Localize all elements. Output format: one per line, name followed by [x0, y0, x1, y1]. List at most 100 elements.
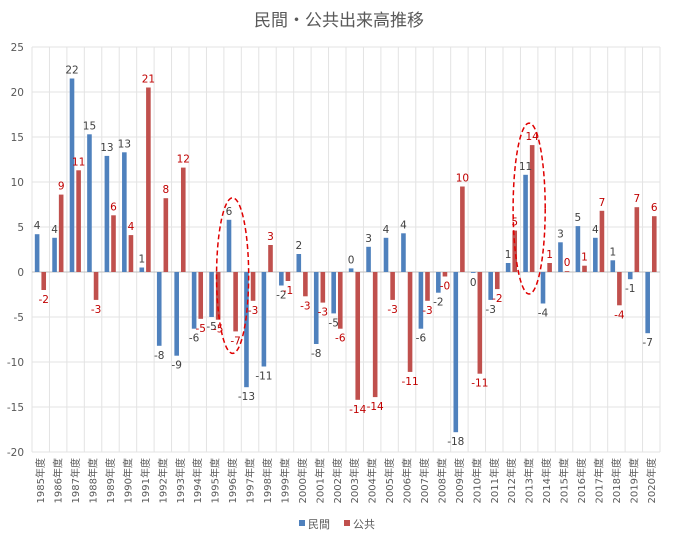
bar-value-label: 9 [58, 181, 65, 193]
bar-value-label: -4 [614, 309, 625, 321]
bar-value-label: 0 [470, 277, 477, 289]
bar-minkan [52, 237, 57, 272]
bar-kokyo [250, 272, 256, 301]
legend-swatch [344, 520, 350, 526]
bar-kokyo [111, 215, 116, 272]
bar-kokyo [547, 263, 552, 272]
bar-value-label: 6 [110, 201, 117, 213]
x-tick-label: 2007年度 [418, 458, 431, 503]
bar-value-label: 21 [142, 74, 155, 86]
bar-minkan [244, 272, 249, 388]
annotations [215, 122, 546, 355]
bar-value-label: 0 [348, 254, 355, 266]
bar-kokyo [564, 271, 570, 272]
legend-label: 民間 [308, 518, 330, 531]
bar-value-label: 3 [557, 228, 564, 240]
bar-kokyo [180, 167, 186, 272]
bar-value-label: -13 [238, 391, 255, 403]
x-tick-label: 2000年度 [296, 458, 309, 503]
bar-kokyo [93, 272, 99, 300]
legend-label: 公共 [353, 518, 375, 531]
legend-swatch [299, 520, 305, 526]
bar-value-label: -6 [189, 333, 200, 345]
bar-value-label: 0 [564, 257, 571, 269]
bar-value-label: 2 [295, 240, 302, 252]
bar-kokyo [128, 235, 134, 272]
x-tick-label: 1987年度 [69, 458, 82, 503]
bar-kokyo [390, 272, 395, 300]
bar-kokyo [582, 265, 587, 272]
bar-value-label: -7 [230, 335, 240, 347]
y-axis-ticks: -20 -15 -10 -5 0 5 10 15 20 25 [7, 42, 24, 459]
bar-minkan [191, 272, 197, 329]
bar-value-label: 4 [34, 220, 41, 232]
bar-minkan [488, 272, 493, 300]
bar-kokyo [76, 170, 81, 272]
x-tick-label: 2010年度 [470, 458, 483, 503]
bar-minkan [505, 263, 511, 272]
bar-minkan [436, 272, 441, 293]
x-tick-label: 2004年度 [366, 458, 379, 503]
x-tick-label: 2018年度 [610, 458, 623, 503]
x-tick-label: 1993年度 [174, 458, 187, 503]
bar-minkan [627, 272, 633, 280]
bar-value-label: -9 [171, 360, 181, 372]
bar-kokyo [372, 272, 378, 398]
bar-value-label: 3 [267, 231, 274, 243]
bar-value-label: -6 [416, 333, 427, 345]
bar-value-label: 13 [118, 138, 131, 150]
x-tick-label: 1999年度 [278, 458, 291, 503]
bar-kokyo [512, 230, 518, 272]
bar-kokyo [58, 194, 64, 272]
x-tick-label: 2014年度 [540, 458, 553, 503]
x-tick-label: 2017年度 [592, 458, 605, 503]
bar-value-label: -3 [91, 304, 101, 316]
bar-value-label: 4 [592, 224, 599, 236]
x-tick-label: 1990年度 [121, 458, 134, 503]
bar-minkan [156, 272, 162, 346]
bar-value-label: -1 [625, 283, 635, 295]
y-tick-label: -10 [7, 357, 24, 369]
bar-kokyo [494, 272, 500, 290]
legend: 民間 公共 [299, 518, 375, 531]
x-tick-label: 1991年度 [139, 458, 152, 503]
bar-kokyo [233, 272, 238, 332]
bar-kokyo [198, 272, 204, 319]
y-tick-label: -5 [14, 312, 24, 324]
x-tick-label: 2005年度 [383, 458, 396, 503]
chart-title: 民間・公共出来高推移 [254, 11, 424, 31]
bar-kokyo [477, 272, 483, 374]
dashed-ellipse-annotation [512, 122, 546, 295]
bar-minkan [209, 272, 214, 317]
bar-minkan [593, 237, 598, 272]
bar-minkan [174, 272, 179, 356]
bar-minkan [540, 272, 546, 304]
bar-value-label: 8 [162, 184, 169, 196]
x-tick-label: 1997年度 [244, 458, 257, 503]
bar-minkan [122, 152, 127, 272]
bar-minkan [418, 272, 424, 329]
bar-value-label: -3 [422, 305, 432, 317]
x-tick-label: 1986年度 [52, 458, 65, 503]
x-tick-label: 1988年度 [87, 458, 100, 503]
bar-kokyo [41, 272, 47, 290]
bar-value-label: -5 [213, 324, 223, 336]
bar-kokyo [617, 272, 622, 306]
bar-kokyo [163, 198, 169, 272]
bar-value-label: -14 [367, 401, 384, 413]
bar-value-label: -5 [195, 323, 205, 335]
x-tick-label: 1995年度 [209, 458, 222, 503]
bar-value-label: 14 [525, 131, 539, 143]
bar-value-label: 7 [599, 197, 606, 209]
bar-value-label: 10 [456, 173, 469, 185]
x-tick-label: 2019年度 [627, 458, 640, 503]
bar-value-label: -8 [154, 350, 164, 362]
bar-value-label: -11 [401, 376, 418, 388]
bar-kokyo [337, 272, 343, 329]
bar-minkan [558, 242, 563, 272]
bar-value-label: 11 [72, 156, 85, 168]
bar-kokyo [303, 272, 308, 297]
bar-value-label: 11 [519, 161, 532, 173]
bar-value-label: 1 [581, 252, 588, 264]
